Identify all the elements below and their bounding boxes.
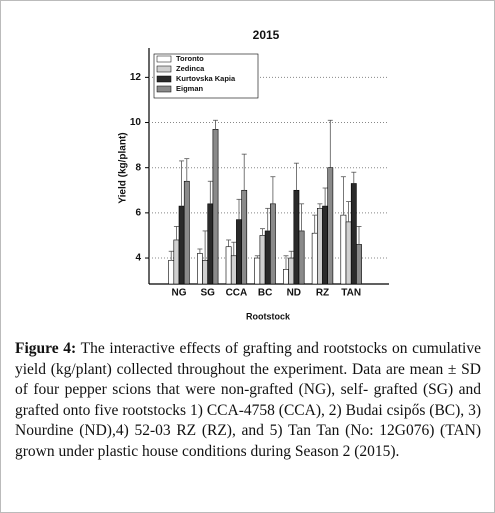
x-tick-label: NG (172, 288, 187, 299)
y-axis-label: Yield (kg/plant) (118, 132, 129, 203)
bar (283, 269, 289, 285)
bar (197, 253, 203, 285)
bar (212, 129, 219, 285)
bar (168, 259, 175, 285)
bar (236, 219, 242, 285)
legend-label: Kurtovska Kapia (176, 74, 236, 83)
chart: 2015 Yield (kg/plant) Rootstock 4 6 8 10 12 N… (118, 28, 389, 321)
bar (345, 221, 352, 285)
y-tick-label: 6 (135, 208, 141, 219)
legend-swatch (156, 75, 172, 83)
legend-swatch (156, 55, 172, 63)
caption-text: The interactive effects of grafting and … (15, 340, 481, 460)
bar (230, 255, 237, 285)
bar (225, 246, 232, 285)
bar (298, 230, 305, 285)
bar (316, 208, 323, 285)
bar (259, 235, 266, 285)
bar (293, 189, 300, 285)
x-tick-label: CCA (226, 288, 248, 299)
y-tick-label: 8 (135, 162, 141, 173)
bar (350, 183, 357, 285)
caption: Figure 4: The interactive effects of gra… (15, 339, 481, 462)
bar (340, 214, 347, 285)
bar (178, 205, 185, 285)
bar (356, 244, 362, 285)
y-tick-label: 12 (130, 72, 142, 83)
x-tick-label: RZ (316, 288, 329, 299)
caption-label: Figure 4: (15, 340, 77, 357)
bar (322, 205, 328, 285)
bar (207, 203, 214, 285)
legend-label: Eigman (176, 84, 204, 93)
chart-title: 2015 (253, 28, 280, 42)
x-tick-label: SG (200, 288, 215, 299)
legend-box (153, 53, 259, 99)
y-tick-label: 10 (130, 117, 142, 128)
bar (241, 189, 248, 285)
bar (311, 232, 318, 285)
legend-swatch (156, 85, 172, 93)
bar (264, 230, 271, 285)
legend-label: Zedinca (176, 64, 205, 73)
bar (254, 257, 261, 285)
x-tick-label: TAN (341, 288, 361, 299)
x-tick-label: ND (287, 288, 301, 299)
x-axis-label: Rootstock (246, 311, 291, 321)
y-tick-label: 4 (135, 253, 141, 264)
bar (327, 167, 334, 285)
bar (173, 239, 180, 285)
x-tick-label: BC (258, 288, 272, 299)
bar (202, 259, 208, 285)
bar (269, 203, 276, 285)
legend-label: Toronto (176, 54, 204, 63)
bar (183, 180, 190, 285)
legend-swatch (156, 65, 172, 73)
bar (288, 257, 295, 285)
